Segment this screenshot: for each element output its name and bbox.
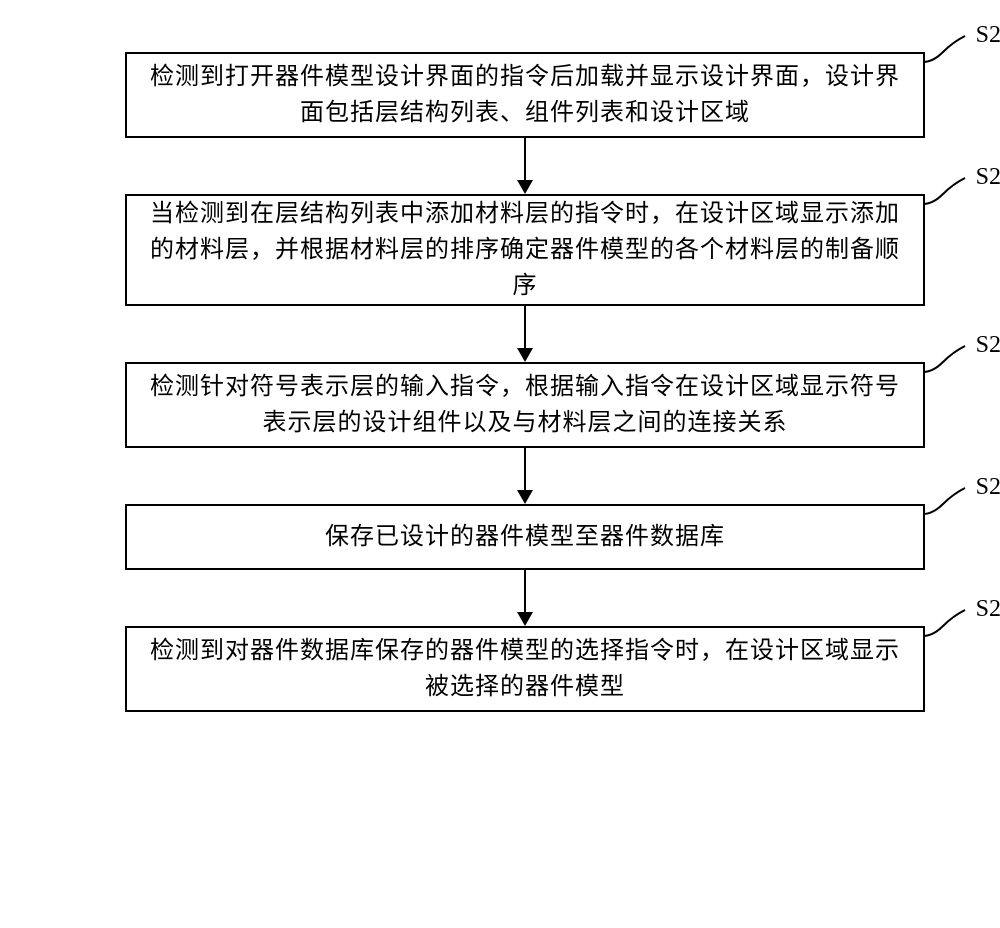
arrow-down-icon bbox=[517, 570, 533, 626]
flowchart-step-s23: S23 保存已设计的器件模型至器件数据库 bbox=[125, 504, 925, 570]
flowchart-container: S20 检测到打开器件模型设计界面的指令后加载并显示设计界面，设计界面包括层结构… bbox=[0, 0, 1000, 712]
arrow-down-icon bbox=[517, 138, 533, 194]
step-label: S24 bbox=[976, 596, 1000, 623]
step-label: S21 bbox=[976, 164, 1000, 191]
step-text: 检测到打开器件模型设计界面的指令后加载并显示设计界面，设计界面包括层结构列表、组… bbox=[147, 59, 903, 131]
step-label: S22 bbox=[976, 332, 1000, 359]
connector-curve-icon bbox=[923, 344, 973, 374]
flowchart-step-s22: S22 检测针对符号表示层的输入指令，根据输入指令在设计区域显示符号表示层的设计… bbox=[125, 362, 925, 448]
arrow-down-icon bbox=[517, 306, 533, 362]
flowchart-step-s21: S21 当检测到在层结构列表中添加材料层的指令时，在设计区域显示添加的材料层，并… bbox=[125, 194, 925, 306]
step-text: 检测到对器件数据库保存的器件模型的选择指令时，在设计区域显示被选择的器件模型 bbox=[147, 633, 903, 705]
connector-curve-icon bbox=[923, 608, 973, 638]
connector-curve-icon bbox=[923, 486, 973, 516]
flowchart-step-s24: S24 检测到对器件数据库保存的器件模型的选择指令时，在设计区域显示被选择的器件… bbox=[125, 626, 925, 712]
connector-curve-icon bbox=[923, 34, 973, 64]
connector-curve-icon bbox=[923, 176, 973, 206]
step-text: 保存已设计的器件模型至器件数据库 bbox=[325, 519, 725, 555]
step-label: S20 bbox=[976, 22, 1000, 49]
step-text: 当检测到在层结构列表中添加材料层的指令时，在设计区域显示添加的材料层，并根据材料… bbox=[147, 196, 903, 304]
step-label: S23 bbox=[976, 474, 1000, 501]
arrow-down-icon bbox=[517, 448, 533, 504]
flowchart-step-s20: S20 检测到打开器件模型设计界面的指令后加载并显示设计界面，设计界面包括层结构… bbox=[125, 52, 925, 138]
step-text: 检测针对符号表示层的输入指令，根据输入指令在设计区域显示符号表示层的设计组件以及… bbox=[147, 369, 903, 441]
